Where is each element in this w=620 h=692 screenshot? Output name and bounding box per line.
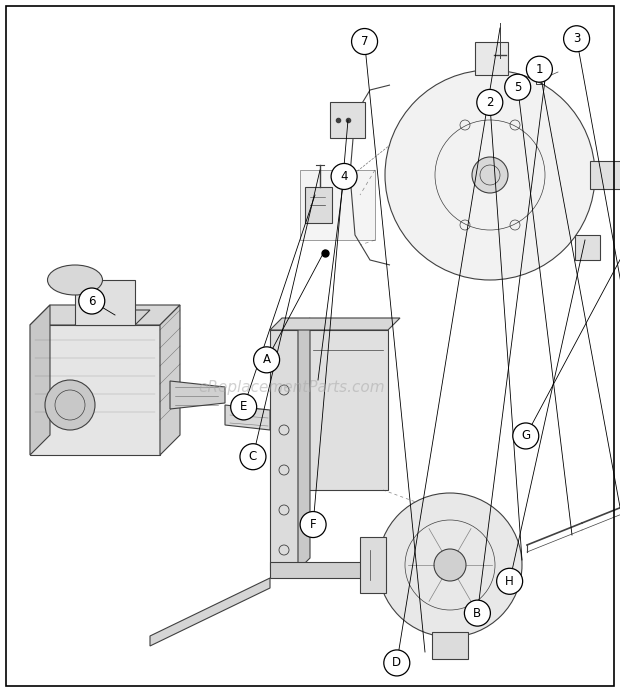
Polygon shape — [298, 318, 310, 570]
Text: D: D — [392, 657, 401, 669]
Polygon shape — [298, 330, 388, 490]
Polygon shape — [30, 305, 180, 325]
Text: 4: 4 — [340, 170, 348, 183]
Circle shape — [513, 423, 539, 449]
Polygon shape — [75, 310, 150, 325]
Text: 2: 2 — [486, 96, 494, 109]
Polygon shape — [575, 235, 600, 260]
Circle shape — [384, 650, 410, 676]
Polygon shape — [160, 305, 180, 455]
Polygon shape — [170, 381, 225, 409]
Circle shape — [254, 347, 280, 373]
Circle shape — [505, 74, 531, 100]
Polygon shape — [300, 170, 375, 240]
Text: 7: 7 — [361, 35, 368, 48]
Circle shape — [231, 394, 257, 420]
Text: H: H — [505, 575, 514, 588]
Text: 1: 1 — [536, 63, 543, 75]
Polygon shape — [30, 325, 160, 455]
Polygon shape — [225, 405, 270, 430]
Polygon shape — [305, 187, 332, 223]
Circle shape — [497, 568, 523, 594]
Polygon shape — [270, 562, 388, 578]
Polygon shape — [150, 578, 270, 646]
Polygon shape — [432, 632, 468, 659]
Polygon shape — [75, 280, 135, 325]
Text: eReplacementParts.com: eReplacementParts.com — [198, 380, 385, 395]
Text: 5: 5 — [514, 81, 521, 93]
Circle shape — [352, 28, 378, 55]
Text: F: F — [310, 518, 316, 531]
Polygon shape — [270, 318, 400, 330]
Circle shape — [434, 549, 466, 581]
Text: 6: 6 — [88, 295, 95, 307]
Circle shape — [564, 26, 590, 52]
Circle shape — [331, 163, 357, 190]
Circle shape — [45, 380, 95, 430]
Text: 3: 3 — [573, 33, 580, 45]
Circle shape — [240, 444, 266, 470]
Polygon shape — [475, 42, 508, 75]
Circle shape — [472, 157, 508, 193]
Circle shape — [378, 493, 522, 637]
Circle shape — [385, 70, 595, 280]
Polygon shape — [590, 161, 620, 189]
Text: B: B — [473, 607, 482, 619]
Polygon shape — [30, 305, 50, 455]
Polygon shape — [330, 102, 365, 138]
Text: E: E — [240, 401, 247, 413]
Text: A: A — [263, 354, 270, 366]
Ellipse shape — [48, 265, 102, 295]
Circle shape — [79, 288, 105, 314]
Polygon shape — [270, 330, 298, 570]
Circle shape — [477, 89, 503, 116]
Circle shape — [464, 600, 490, 626]
Text: G: G — [521, 430, 530, 442]
Circle shape — [526, 56, 552, 82]
Text: C: C — [249, 450, 257, 463]
Circle shape — [300, 511, 326, 538]
Polygon shape — [360, 537, 386, 593]
